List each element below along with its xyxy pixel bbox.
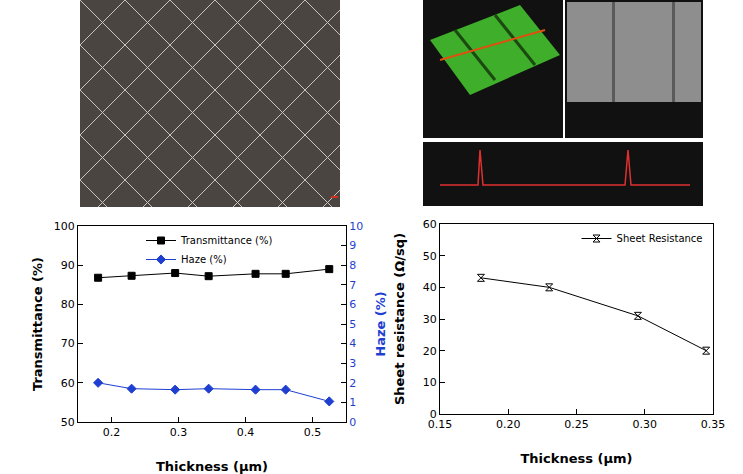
svg-text:0.25: 0.25: [564, 418, 589, 431]
svg-text:Transmittance (%): Transmittance (%): [180, 235, 272, 246]
svg-text:80: 80: [61, 298, 75, 311]
svg-text:10: 10: [423, 376, 437, 389]
svg-text:1: 1: [349, 396, 356, 409]
svg-text:50: 50: [423, 250, 437, 263]
svg-text:3: 3: [349, 357, 356, 370]
svg-text:Sheet Resistance: Sheet Resistance: [617, 233, 703, 244]
svg-text:9: 9: [349, 239, 356, 252]
svg-text:0: 0: [349, 416, 356, 429]
svg-text:Sheet resistance (Ω/sq): Sheet resistance (Ω/sq): [392, 233, 407, 405]
svg-text:Thickness (μm): Thickness (μm): [521, 451, 633, 466]
svg-text:0.35: 0.35: [701, 418, 726, 431]
svg-text:Transmittance (%): Transmittance (%): [30, 257, 45, 391]
svg-text:50: 50: [61, 416, 75, 429]
svg-text:0.4: 0.4: [237, 426, 255, 439]
svg-text:2: 2: [349, 377, 356, 390]
svg-text:20: 20: [423, 345, 437, 358]
svg-text:100: 100: [54, 220, 75, 233]
svg-text:0.3: 0.3: [170, 426, 188, 439]
svg-text:70: 70: [61, 337, 75, 350]
svg-text:Thickness (μm): Thickness (μm): [156, 459, 268, 474]
svg-text:0.30: 0.30: [633, 418, 658, 431]
svg-text:90: 90: [61, 259, 75, 272]
svg-text:7: 7: [349, 279, 356, 292]
svg-text:0.2: 0.2: [103, 426, 121, 439]
svg-text:Haze (%): Haze (%): [373, 291, 388, 356]
svg-text:4: 4: [349, 337, 356, 350]
svg-text:6: 6: [349, 298, 356, 311]
svg-text:30: 30: [423, 313, 437, 326]
svg-text:60: 60: [423, 218, 437, 231]
svg-text:40: 40: [423, 281, 437, 294]
svg-text:10: 10: [349, 220, 363, 233]
svg-text:8: 8: [349, 259, 356, 272]
svg-text:0.15: 0.15: [428, 418, 453, 431]
svg-text:Haze (%): Haze (%): [181, 254, 227, 265]
svg-text:0.20: 0.20: [496, 418, 521, 431]
svg-text:5: 5: [349, 318, 356, 331]
svg-text:0.5: 0.5: [304, 426, 322, 439]
svg-text:60: 60: [61, 377, 75, 390]
svg-text:0: 0: [430, 408, 437, 421]
